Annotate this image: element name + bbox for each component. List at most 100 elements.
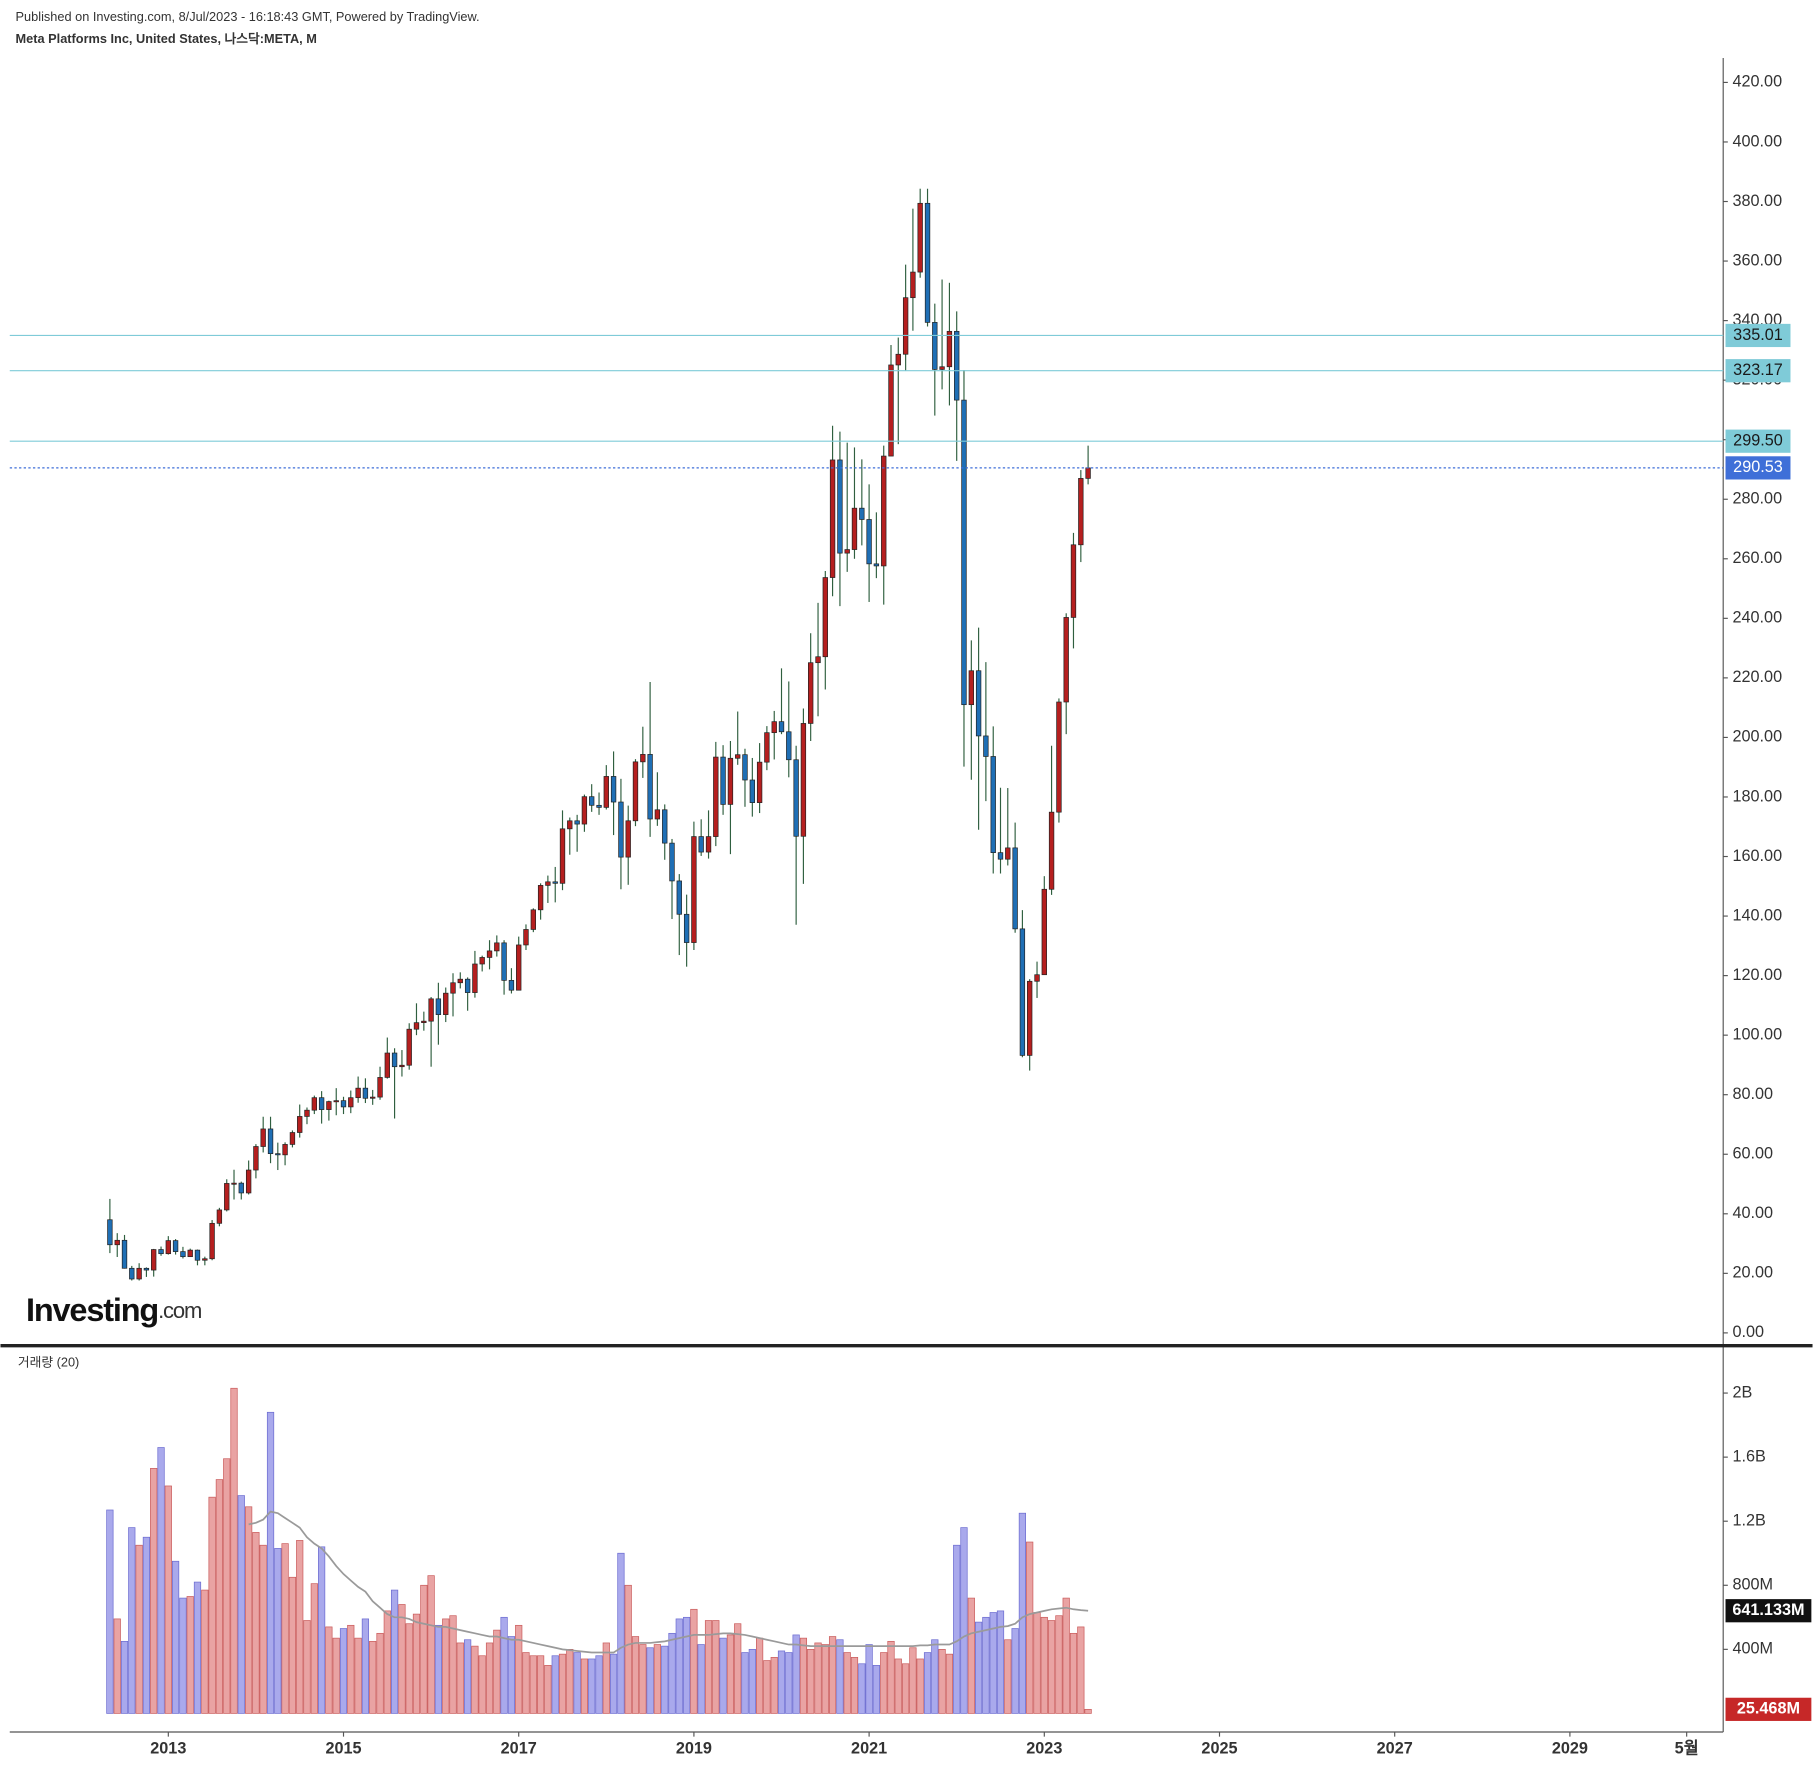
volume-bar (237, 1495, 245, 1714)
candle-body (501, 942, 507, 981)
candle-body (194, 1249, 201, 1261)
candle-body (603, 776, 609, 808)
volume-bar (668, 1632, 676, 1714)
candle-body (158, 1249, 164, 1255)
volume-bar (916, 1658, 924, 1714)
volume-bar (624, 1584, 632, 1714)
candle-body (968, 670, 975, 706)
candle-body (275, 1153, 281, 1156)
volume-bar (252, 1532, 260, 1714)
volume-bar (1011, 1628, 1019, 1714)
volume-bar (471, 1645, 479, 1714)
candle-body (187, 1249, 193, 1258)
candle-body (589, 796, 595, 806)
y-tick-label: 60.00 (1732, 1145, 1773, 1163)
volume-y-tick-label: 1.2B (1732, 1512, 1765, 1530)
candle-body (209, 1222, 215, 1260)
volume-bar (135, 1544, 143, 1714)
candle-body (486, 950, 493, 958)
candle-body (143, 1267, 150, 1271)
volume-y-tick-label: 800M (1732, 1576, 1773, 1594)
x-tick-label: 2029 (1552, 1740, 1588, 1758)
candle-body (902, 297, 909, 355)
candle-body (961, 399, 967, 706)
x-tick-label: 2017 (501, 1740, 537, 1758)
volume-label-box (1725, 1599, 1812, 1623)
volume-bar (1047, 1620, 1056, 1714)
candle-body (954, 330, 960, 401)
volume-bar (390, 1589, 399, 1714)
candle-body (713, 756, 719, 837)
volume-bar (843, 1652, 851, 1714)
x-tick-label: 2025 (1201, 1740, 1237, 1758)
volume-bar (734, 1623, 742, 1714)
volume-bar (814, 1642, 822, 1714)
volume-bar (639, 1644, 647, 1714)
candle-body (771, 721, 777, 734)
volume-bar (675, 1618, 683, 1714)
volume-bar (522, 1652, 530, 1714)
volume-bar (1004, 1639, 1012, 1714)
candle-body (932, 322, 938, 370)
candle-body (326, 1101, 332, 1110)
candle-body (523, 929, 529, 946)
candle-body (297, 1116, 303, 1133)
candle-body (698, 836, 704, 853)
volume-bar (478, 1655, 486, 1714)
candle-body (136, 1267, 142, 1280)
candle-body (829, 459, 836, 578)
volume-bar (1040, 1616, 1048, 1714)
candle-body (399, 1064, 405, 1068)
candle-body (881, 455, 887, 567)
price-label-box (1725, 456, 1791, 480)
y-tick-label: 100.00 (1732, 1025, 1782, 1043)
candle-body (735, 754, 741, 759)
volume-bar (821, 1644, 829, 1714)
candle-body (370, 1096, 376, 1099)
x-tick-label: 2019 (676, 1740, 712, 1758)
volume-bar (223, 1458, 231, 1714)
candle-body (1034, 974, 1040, 982)
volume-bar (398, 1604, 406, 1714)
candle-body (720, 756, 726, 805)
volume-bar (580, 1658, 589, 1714)
volume-bar (376, 1632, 384, 1714)
y-tick-label: 180.00 (1732, 787, 1782, 805)
volume-bar (507, 1636, 516, 1714)
volume-bar (449, 1615, 457, 1714)
candle-body (756, 761, 763, 803)
candle-body (333, 1100, 339, 1103)
volume-bar (500, 1616, 508, 1714)
volume-bar (975, 1621, 983, 1714)
volume-bar (150, 1467, 158, 1714)
candle-body (975, 670, 982, 737)
volume-bar (1084, 1708, 1092, 1714)
volume-bar (850, 1657, 859, 1714)
volume-bar (931, 1639, 939, 1714)
volume-bar (595, 1655, 603, 1714)
candle-body (939, 366, 945, 370)
volume-bar (880, 1652, 888, 1714)
y-tick-label: 280.00 (1732, 490, 1782, 508)
candle-body (808, 662, 814, 724)
volume-bar (982, 1616, 990, 1714)
y-tick-label: 80.00 (1732, 1085, 1773, 1103)
volume-bar (967, 1597, 975, 1714)
price-label-box (1725, 323, 1791, 348)
volume-bar (661, 1645, 669, 1714)
x-tick-label: 2015 (325, 1740, 361, 1758)
candle-body (691, 836, 697, 943)
volume-bar (274, 1548, 282, 1714)
candle-body (610, 776, 617, 803)
volume-bar (266, 1411, 275, 1714)
candle-body (348, 1097, 354, 1108)
y-tick-label: 40.00 (1732, 1204, 1773, 1222)
candle-body (683, 913, 690, 943)
candle-body (581, 796, 588, 825)
candle-body (1041, 888, 1047, 976)
y-tick-label: 120.00 (1732, 966, 1782, 984)
candle-body (537, 885, 544, 911)
candle-body (231, 1182, 237, 1185)
candle-body (559, 828, 566, 884)
